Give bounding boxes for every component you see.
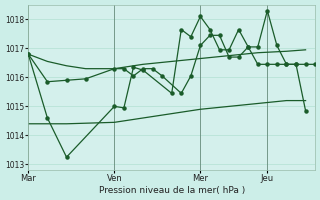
X-axis label: Pression niveau de la mer( hPa ): Pression niveau de la mer( hPa )	[99, 186, 245, 195]
